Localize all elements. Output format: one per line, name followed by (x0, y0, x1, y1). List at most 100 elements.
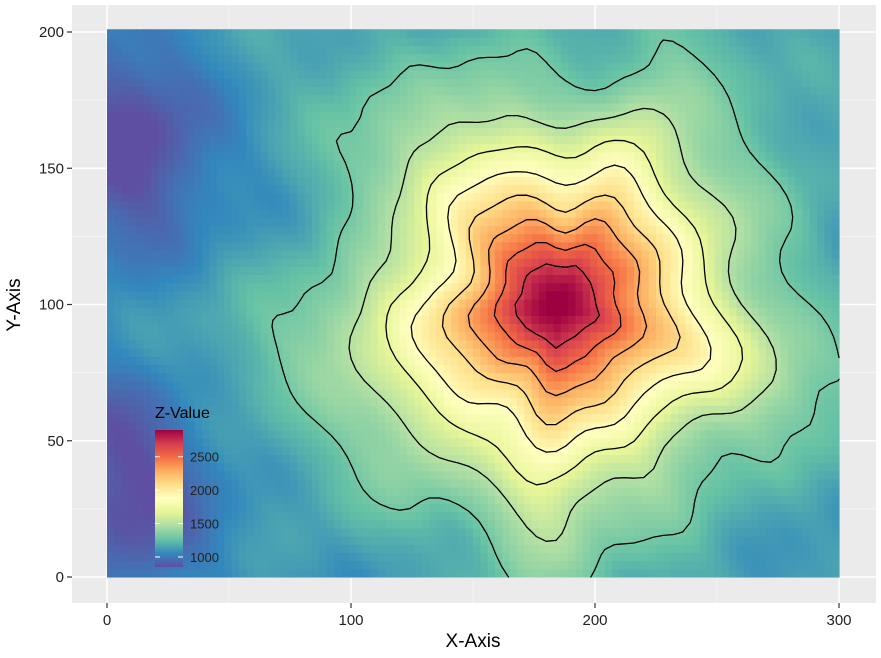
heatmap-cell (817, 364, 825, 374)
heatmap-cell (282, 356, 291, 366)
heatmap-cell (626, 299, 635, 308)
heatmap-cell (194, 225, 203, 235)
heatmap-cell (165, 364, 174, 374)
heatmap-cell (531, 552, 540, 562)
heatmap-cell (421, 356, 430, 366)
heatmap-cell (546, 315, 555, 325)
heatmap-cell (333, 299, 342, 308)
heatmap-cell (546, 397, 555, 406)
heatmap-cell (107, 487, 115, 496)
heatmap-cell (795, 438, 803, 447)
heatmap-cell (275, 560, 284, 570)
heatmap-cell (429, 429, 437, 439)
heatmap-cell (780, 339, 789, 349)
heatmap-cell (626, 200, 635, 210)
heatmap-cell (553, 470, 562, 480)
heatmap-cell (509, 307, 518, 316)
heatmap-cell (399, 241, 408, 251)
heatmap-cell (685, 348, 694, 357)
heatmap-cell (107, 225, 115, 235)
heatmap-cell (341, 290, 350, 300)
heatmap-cell (487, 282, 496, 292)
heatmap-cell (685, 454, 694, 464)
heatmap-cell (202, 323, 211, 333)
heatmap-cell (136, 454, 145, 464)
heatmap-cell (399, 348, 408, 357)
heatmap-cell (758, 241, 767, 251)
heatmap-cell (275, 568, 284, 578)
heatmap-cell (758, 250, 767, 259)
heatmap-cell (136, 470, 145, 480)
heatmap-cell (260, 168, 269, 177)
heatmap-cell (817, 478, 825, 488)
heatmap-cell (260, 470, 269, 480)
heatmap-cell (348, 421, 357, 431)
heatmap-cell (502, 225, 511, 235)
heatmap-cell (399, 421, 408, 431)
heatmap-cell (238, 519, 247, 529)
heatmap-cell (238, 348, 247, 357)
heatmap-cell (311, 241, 320, 251)
heatmap-cell (707, 233, 716, 243)
heatmap-cell (795, 282, 803, 292)
heatmap-cell (458, 544, 467, 554)
heatmap-cell (114, 462, 123, 472)
heatmap-cell (626, 331, 635, 341)
heatmap-cell (714, 405, 723, 415)
heatmap-cell (253, 429, 262, 439)
heatmap-cell (699, 519, 708, 529)
heatmap-cell (194, 413, 203, 423)
heatmap-cell (348, 299, 357, 308)
heatmap-cell (802, 413, 811, 423)
heatmap-cell (348, 568, 357, 578)
heatmap-cell (531, 487, 540, 496)
heatmap-cell (429, 217, 437, 227)
heatmap-cell (656, 552, 664, 562)
heatmap-cell (297, 266, 306, 276)
heatmap-cell (187, 388, 196, 398)
heatmap-cell (831, 470, 840, 480)
heatmap-cell (165, 568, 174, 578)
heatmap-cell (370, 552, 379, 562)
heatmap-cell (421, 225, 430, 235)
heatmap-cell (758, 511, 767, 521)
heatmap-cell (765, 192, 774, 202)
heatmap-cell (575, 552, 584, 562)
heatmap-cell (656, 560, 664, 570)
heatmap-cell (817, 266, 825, 276)
heatmap-cell (612, 544, 620, 554)
heatmap-cell (341, 184, 350, 194)
heatmap-cell (399, 331, 408, 341)
heatmap-cell (209, 544, 218, 554)
heatmap-cell (333, 217, 342, 227)
heatmap-cell (699, 552, 708, 562)
heatmap-cell (465, 380, 474, 390)
heatmap-cell (304, 438, 313, 447)
heatmap-cell (736, 495, 745, 504)
heatmap-cell (392, 176, 401, 186)
heatmap-cell (487, 470, 496, 480)
heatmap-cell (136, 519, 145, 529)
heatmap-cell (407, 331, 416, 341)
heatmap-cell (304, 192, 313, 202)
heatmap-cell (546, 250, 555, 259)
heatmap-cell (721, 307, 730, 316)
heatmap-cell (348, 397, 357, 406)
heatmap-cell (158, 168, 167, 177)
heatmap-cell (128, 250, 137, 259)
heatmap-cell (604, 552, 613, 562)
heatmap-cell (809, 372, 818, 382)
heatmap-cell (634, 397, 642, 406)
heatmap-cell (663, 536, 672, 545)
heatmap-cell (751, 462, 760, 472)
heatmap-cell (158, 380, 167, 390)
heatmap-cell (465, 421, 474, 431)
heatmap-cell (692, 184, 701, 194)
heatmap-cell (348, 446, 357, 455)
heatmap-cell (297, 372, 306, 382)
heatmap-cell (824, 274, 833, 284)
heatmap-cell (553, 429, 562, 439)
heatmap-cell (355, 372, 364, 382)
heatmap-cell (282, 258, 291, 267)
heatmap-cell (238, 421, 247, 431)
